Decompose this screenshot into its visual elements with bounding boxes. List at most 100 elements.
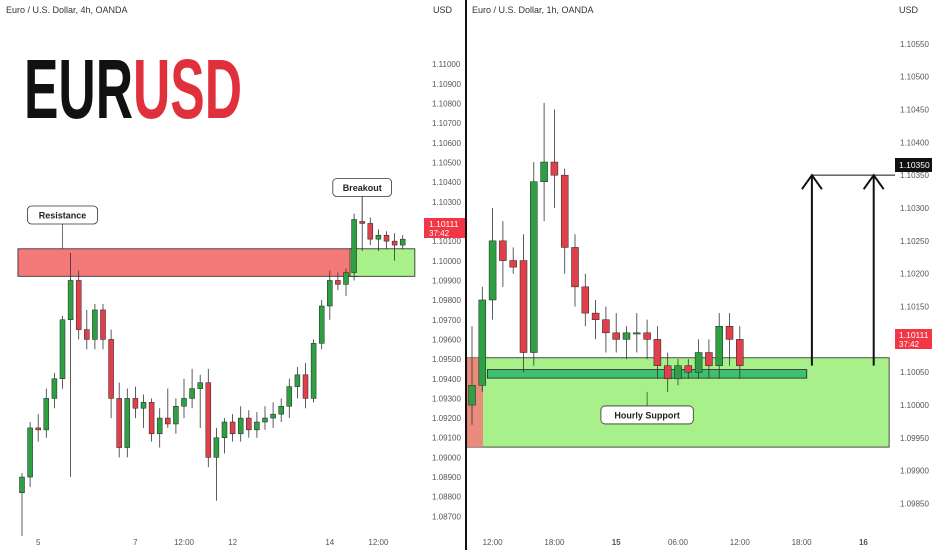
y-tick-label-4h: 1.11000 — [432, 60, 461, 69]
callout-box-4h — [27, 205, 98, 225]
candle-body-1h — [736, 339, 744, 366]
candle-body-1h — [530, 181, 538, 353]
candle-body-4h — [383, 234, 390, 242]
y-tick-label-1h: 1.09900 — [900, 467, 929, 476]
candle-body-4h — [84, 329, 90, 340]
candle-body-1h — [663, 365, 672, 380]
candle-body-1h — [633, 332, 641, 335]
y-tick-label-1h: 1.10400 — [900, 138, 929, 147]
y-tick-label-4h: 1.08900 — [432, 473, 461, 482]
chart-4h[interactable]: Euro / U.S. Dollar, 4h, OANDA USD EURUSD… — [6, 5, 465, 547]
target-tag-1h: 1.10350 — [895, 158, 932, 172]
zones-1h — [466, 357, 890, 448]
currency-label-1h: USD — [899, 5, 919, 15]
y-tick-label-4h: 1.09900 — [432, 276, 461, 285]
chart-1h[interactable]: Euro / U.S. Dollar, 1h, OANDA USD Hourly… — [466, 5, 932, 547]
x-tick-label-4h: 12:00 — [174, 538, 195, 547]
y-tick-label-4h: 1.09300 — [432, 394, 461, 403]
candle-body-4h — [108, 339, 114, 399]
candle-body-1h — [653, 339, 662, 366]
candle-body-4h — [327, 280, 333, 307]
y-tick-label-1h: 1.10050 — [900, 368, 929, 377]
x-tick-label-1h: 18:00 — [544, 538, 565, 547]
candle-body-4h — [75, 280, 82, 330]
y-tick-label-4h: 1.09600 — [432, 335, 461, 344]
candle-body-4h — [100, 309, 106, 340]
y-tick-label-4h: 1.09700 — [432, 316, 461, 325]
candle-body-1h — [488, 240, 497, 301]
price-tag-box-1h — [895, 329, 932, 349]
x-axis-4h: 5 7 12:00 12 14 12:00 — [36, 538, 389, 547]
candle-body-1h — [705, 352, 713, 366]
arrow-head-1h — [801, 173, 823, 190]
callout-box-1h — [600, 405, 694, 425]
y-tick-label-1h: 1.09950 — [900, 434, 929, 443]
candle-body-1h — [684, 365, 693, 373]
y-tick-label-4h: 1.08700 — [432, 512, 461, 521]
candle-body-1h — [540, 161, 548, 182]
candle-body-4h — [221, 421, 228, 438]
price-tag-1h: 1.10111 37:42 — [895, 329, 932, 349]
x-tick-label-1h: 16 — [859, 538, 868, 547]
candle-body-4h — [335, 280, 341, 285]
x-tick-label-1h: 15 — [612, 538, 621, 547]
candles-1h — [468, 102, 744, 425]
candle-body-1h — [560, 174, 569, 248]
candle-body-4h — [294, 374, 301, 387]
candle-body-4h — [286, 386, 293, 407]
candle-body-4h — [278, 406, 284, 415]
candle-body-1h — [581, 286, 590, 314]
y-tick-label-1h: 1.10550 — [900, 40, 929, 49]
candle-body-4h — [35, 427, 41, 431]
y-tick-label-1h: 1.10450 — [900, 106, 929, 115]
candle-body-1h — [725, 325, 734, 340]
callout-label-4h: Breakout — [343, 183, 382, 193]
candle-body-4h — [19, 476, 25, 494]
y-tick-label-4h: 1.10500 — [432, 158, 461, 167]
y-tick-label-4h: 1.10800 — [432, 100, 461, 109]
candle-body-1h — [612, 332, 620, 340]
chart-title-4h: Euro / U.S. Dollar, 4h, OANDA — [6, 5, 128, 15]
price-tag-value-4h: 1.10111 — [429, 219, 459, 229]
candle-body-4h — [116, 398, 122, 448]
candle-body-1h — [509, 260, 517, 268]
y-tick-label-4h: 1.10600 — [432, 139, 461, 148]
candle-body-1h — [468, 385, 476, 406]
candle-body-4h — [51, 378, 58, 399]
candle-body-4h — [270, 413, 276, 419]
y-tick-label-4h: 1.10100 — [432, 237, 461, 246]
annotations-1h: Hourly Support — [600, 173, 895, 425]
headline-logo: EURUSD — [24, 42, 242, 136]
y-tick-label-1h: 1.10150 — [900, 303, 929, 312]
callout-label-4h: Resistance — [39, 210, 87, 220]
candle-body-1h — [550, 161, 559, 176]
candle-body-1h — [602, 319, 610, 334]
x-tick-label-1h: 12:00 — [730, 538, 751, 547]
candle-body-4h — [132, 398, 139, 409]
candle-body-1h — [674, 365, 682, 380]
y-tick-label-4h: 1.09800 — [432, 296, 461, 305]
candle-body-4h — [254, 421, 260, 431]
candle-body-4h — [59, 319, 66, 379]
candle-body-4h — [262, 417, 268, 423]
candle-body-4h — [165, 417, 171, 425]
candle-body-4h — [367, 223, 374, 240]
y-tick-label-1h: 1.09850 — [900, 500, 929, 509]
candle-body-4h — [205, 382, 212, 458]
x-tick-label-4h: 12 — [228, 538, 237, 547]
candle-body-4h — [197, 382, 203, 389]
candle-body-1h — [478, 299, 487, 386]
headline-quote: USD — [133, 42, 242, 136]
candle-body-4h — [237, 417, 244, 435]
y-axis-4h: 1.11000 1.10900 1.10800 1.10700 1.10600 1.105… — [432, 60, 461, 521]
candle-body-4h — [391, 240, 398, 246]
candle-body-1h — [694, 352, 703, 373]
candle-body-1h — [499, 240, 507, 261]
y-tick-label-4h: 1.10900 — [432, 80, 461, 89]
zone-breakout-retest-4h — [349, 248, 416, 277]
zones-4h — [17, 248, 416, 277]
candle-body-4h — [351, 219, 357, 273]
zone-hourly-support-1h — [487, 369, 808, 379]
candle-body-1h — [715, 325, 723, 366]
price-tag-value-1h: 1.10111 — [899, 330, 929, 340]
